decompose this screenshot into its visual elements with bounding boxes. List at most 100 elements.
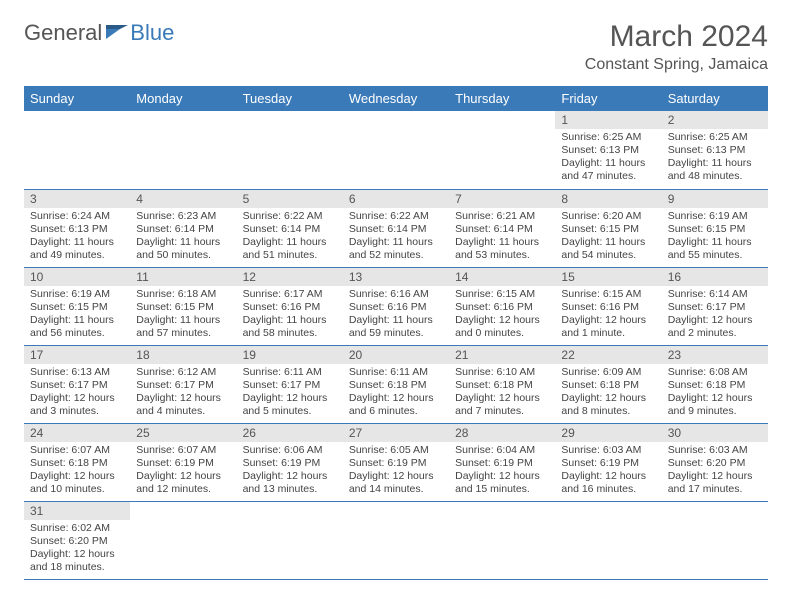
day-details: Sunrise: 6:06 AMSunset: 6:19 PMDaylight:… [237, 442, 343, 501]
logo-text-general: General [24, 20, 102, 46]
day-details: Sunrise: 6:22 AMSunset: 6:14 PMDaylight:… [343, 208, 449, 267]
day-detail-line: and 3 minutes. [30, 405, 124, 418]
weekday-header: Wednesday [343, 86, 449, 111]
day-detail-line: Sunrise: 6:15 AM [455, 288, 549, 301]
day-detail-line: Sunset: 6:17 PM [30, 379, 124, 392]
day-detail-line: Sunrise: 6:18 AM [136, 288, 230, 301]
day-detail-line: Daylight: 11 hours [136, 314, 230, 327]
calendar-day-cell: 4Sunrise: 6:23 AMSunset: 6:14 PMDaylight… [130, 189, 236, 267]
day-details: Sunrise: 6:16 AMSunset: 6:16 PMDaylight:… [343, 286, 449, 345]
title-block: March 2024 Constant Spring, Jamaica [585, 20, 768, 74]
day-detail-line: Sunset: 6:16 PM [349, 301, 443, 314]
calendar-day-cell [343, 501, 449, 579]
day-details: Sunrise: 6:02 AMSunset: 6:20 PMDaylight:… [24, 520, 130, 579]
day-details: Sunrise: 6:17 AMSunset: 6:16 PMDaylight:… [237, 286, 343, 345]
day-detail-line: and 7 minutes. [455, 405, 549, 418]
logo-text-blue: Blue [130, 20, 174, 46]
day-number: 26 [237, 424, 343, 442]
calendar-day-cell [449, 501, 555, 579]
day-detail-line: Daylight: 11 hours [30, 314, 124, 327]
day-detail-line: Sunrise: 6:13 AM [30, 366, 124, 379]
day-detail-line: Daylight: 12 hours [30, 470, 124, 483]
day-detail-line: Daylight: 12 hours [349, 392, 443, 405]
day-detail-line: and 6 minutes. [349, 405, 443, 418]
day-details: Sunrise: 6:09 AMSunset: 6:18 PMDaylight:… [555, 364, 661, 423]
day-detail-line: Sunrise: 6:09 AM [561, 366, 655, 379]
day-detail-line: and 49 minutes. [30, 249, 124, 262]
calendar-day-cell [237, 111, 343, 189]
calendar-day-cell: 15Sunrise: 6:15 AMSunset: 6:16 PMDayligh… [555, 267, 661, 345]
day-detail-line: Sunset: 6:15 PM [668, 223, 762, 236]
day-detail-line: and 47 minutes. [561, 170, 655, 183]
weekday-header: Friday [555, 86, 661, 111]
day-detail-line: Sunrise: 6:16 AM [349, 288, 443, 301]
day-details: Sunrise: 6:14 AMSunset: 6:17 PMDaylight:… [662, 286, 768, 345]
day-detail-line: Daylight: 11 hours [349, 236, 443, 249]
day-detail-line: Sunset: 6:17 PM [136, 379, 230, 392]
day-details: Sunrise: 6:24 AMSunset: 6:13 PMDaylight:… [24, 208, 130, 267]
calendar-table: Sunday Monday Tuesday Wednesday Thursday… [24, 86, 768, 580]
calendar-day-cell: 27Sunrise: 6:05 AMSunset: 6:19 PMDayligh… [343, 423, 449, 501]
day-number: 22 [555, 346, 661, 364]
day-detail-line: and 48 minutes. [668, 170, 762, 183]
day-detail-line: Sunset: 6:14 PM [455, 223, 549, 236]
day-detail-line: Sunrise: 6:07 AM [136, 444, 230, 457]
calendar-day-cell: 29Sunrise: 6:03 AMSunset: 6:19 PMDayligh… [555, 423, 661, 501]
day-detail-line: Sunrise: 6:21 AM [455, 210, 549, 223]
day-details: Sunrise: 6:18 AMSunset: 6:15 PMDaylight:… [130, 286, 236, 345]
day-number: 4 [130, 190, 236, 208]
day-detail-line: Daylight: 12 hours [561, 470, 655, 483]
day-detail-line: and 57 minutes. [136, 327, 230, 340]
day-detail-line: Sunset: 6:14 PM [243, 223, 337, 236]
logo: General Blue [24, 20, 174, 46]
weekday-header: Sunday [24, 86, 130, 111]
day-detail-line: Daylight: 12 hours [243, 392, 337, 405]
day-details: Sunrise: 6:20 AMSunset: 6:15 PMDaylight:… [555, 208, 661, 267]
day-detail-line: Sunset: 6:16 PM [243, 301, 337, 314]
day-detail-line: and 16 minutes. [561, 483, 655, 496]
day-number: 11 [130, 268, 236, 286]
calendar-day-cell [130, 111, 236, 189]
calendar-day-cell: 18Sunrise: 6:12 AMSunset: 6:17 PMDayligh… [130, 345, 236, 423]
day-detail-line: and 10 minutes. [30, 483, 124, 496]
day-details: Sunrise: 6:15 AMSunset: 6:16 PMDaylight:… [555, 286, 661, 345]
day-detail-line: Sunrise: 6:20 AM [561, 210, 655, 223]
day-detail-line: and 4 minutes. [136, 405, 230, 418]
day-detail-line: Daylight: 12 hours [561, 314, 655, 327]
calendar-week-row: 17Sunrise: 6:13 AMSunset: 6:17 PMDayligh… [24, 345, 768, 423]
day-detail-line: and 17 minutes. [668, 483, 762, 496]
calendar-day-cell: 26Sunrise: 6:06 AMSunset: 6:19 PMDayligh… [237, 423, 343, 501]
day-detail-line: Sunset: 6:13 PM [30, 223, 124, 236]
day-number: 24 [24, 424, 130, 442]
day-number: 20 [343, 346, 449, 364]
calendar-day-cell: 30Sunrise: 6:03 AMSunset: 6:20 PMDayligh… [662, 423, 768, 501]
day-detail-line: Sunrise: 6:25 AM [561, 131, 655, 144]
day-details: Sunrise: 6:07 AMSunset: 6:19 PMDaylight:… [130, 442, 236, 501]
day-detail-line: Sunset: 6:17 PM [243, 379, 337, 392]
day-detail-line: and 14 minutes. [349, 483, 443, 496]
day-detail-line: Sunrise: 6:19 AM [30, 288, 124, 301]
day-detail-line: Daylight: 11 hours [668, 236, 762, 249]
calendar-day-cell [130, 501, 236, 579]
day-detail-line: Daylight: 11 hours [243, 314, 337, 327]
day-detail-line: Daylight: 12 hours [455, 314, 549, 327]
day-detail-line: and 9 minutes. [668, 405, 762, 418]
day-detail-line: and 51 minutes. [243, 249, 337, 262]
day-number: 2 [662, 111, 768, 129]
calendar-day-cell: 2Sunrise: 6:25 AMSunset: 6:13 PMDaylight… [662, 111, 768, 189]
day-detail-line: Sunset: 6:19 PM [561, 457, 655, 470]
day-detail-line: Sunrise: 6:14 AM [668, 288, 762, 301]
day-detail-line: Daylight: 11 hours [561, 157, 655, 170]
day-detail-line: Sunrise: 6:03 AM [668, 444, 762, 457]
day-detail-line: Daylight: 12 hours [349, 470, 443, 483]
day-detail-line: and 1 minute. [561, 327, 655, 340]
day-detail-line: and 54 minutes. [561, 249, 655, 262]
day-detail-line: and 18 minutes. [30, 561, 124, 574]
calendar-day-cell: 16Sunrise: 6:14 AMSunset: 6:17 PMDayligh… [662, 267, 768, 345]
calendar-day-cell: 9Sunrise: 6:19 AMSunset: 6:15 PMDaylight… [662, 189, 768, 267]
day-number: 12 [237, 268, 343, 286]
calendar-week-row: 10Sunrise: 6:19 AMSunset: 6:15 PMDayligh… [24, 267, 768, 345]
day-detail-line: and 52 minutes. [349, 249, 443, 262]
calendar-day-cell [237, 501, 343, 579]
day-detail-line: Daylight: 11 hours [349, 314, 443, 327]
